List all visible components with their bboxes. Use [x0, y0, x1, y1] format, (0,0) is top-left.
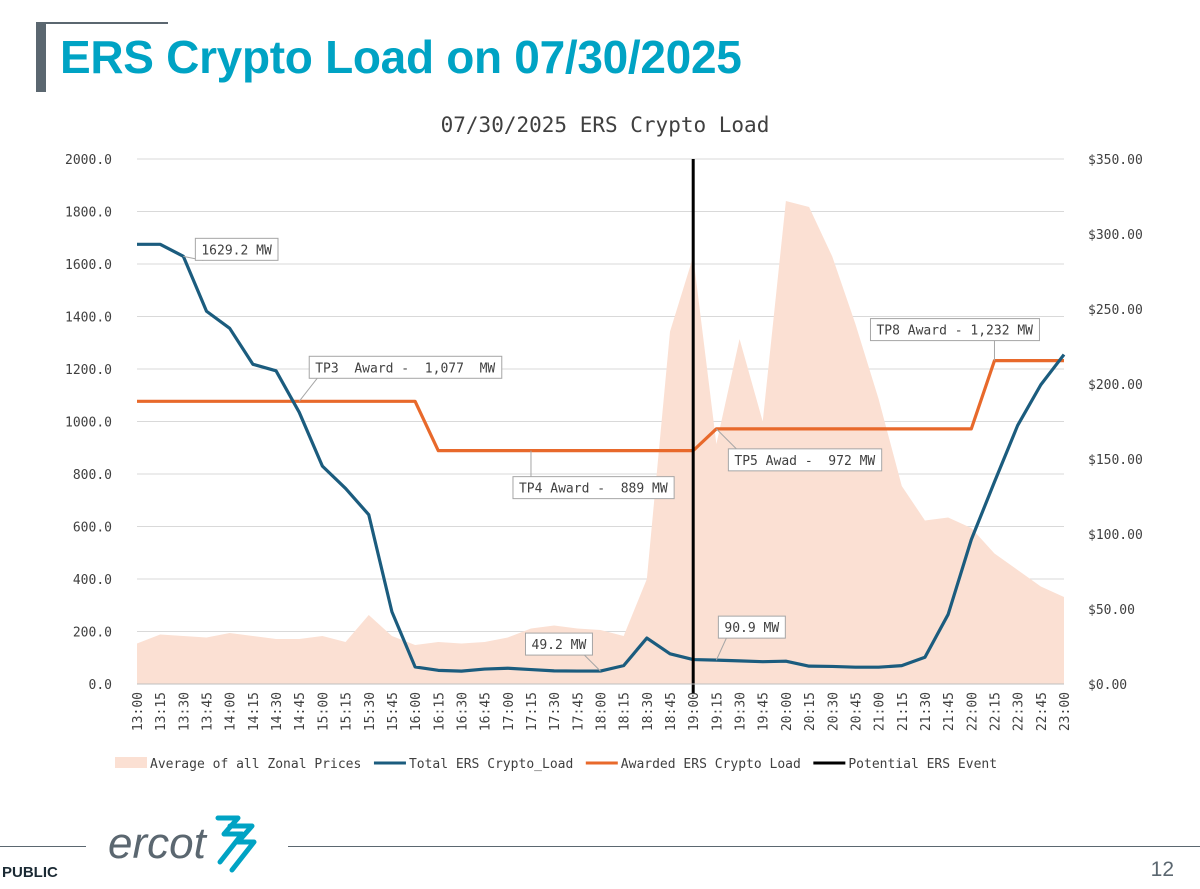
y-left-tick-label: 2000.0: [65, 153, 112, 168]
legend-label: Average of all Zonal Prices: [150, 757, 361, 772]
y-left-tick-label: 800.0: [73, 468, 112, 483]
x-tick-label: 19:30: [734, 692, 749, 731]
x-tick-label: 15:45: [386, 692, 401, 731]
x-tick-label: 16:45: [479, 692, 494, 731]
ercot-logo: ercot: [108, 815, 257, 873]
x-tick-label: 18:45: [664, 692, 679, 731]
x-tick-label: 19:45: [757, 692, 772, 731]
chart-title: 07/30/2025 ERS Crypto Load: [441, 113, 770, 137]
x-tick-label: 19:00: [687, 692, 702, 731]
y-right-tick-label: $100.00: [1088, 528, 1143, 543]
footer-rule-right: [288, 846, 1200, 847]
ers-crypto-load-chart: 07/30/2025 ERS Crypto Load 0.0 200.0 400.0 6…: [65, 113, 1143, 772]
x-tick-label: 13:15: [154, 692, 169, 731]
y-left-tick-label: 1400.0: [65, 311, 112, 326]
y-left-tick-label: 1000.0: [65, 416, 112, 431]
x-tick-label: 13:45: [201, 692, 216, 731]
legend-swatch: [115, 757, 147, 768]
y-left-tick-label: 200.0: [73, 626, 112, 641]
x-tick-label: 15:00: [316, 692, 331, 731]
annotation-leader: [584, 654, 601, 672]
annotation-leader: [716, 428, 737, 450]
x-tick-label: 20:45: [849, 692, 864, 731]
y-right-tick-label: $0.00: [1088, 678, 1127, 693]
y-left-tick-label: 1200.0: [65, 363, 112, 378]
x-tick-label: 19:15: [710, 692, 725, 731]
ercot-logo-text: ercot: [108, 819, 208, 868]
title-accent-bar: [36, 22, 46, 92]
annotation-box: [727, 448, 883, 472]
x-tick-label: 22:45: [1035, 692, 1050, 731]
y-right-tick-label: $300.00: [1088, 228, 1143, 243]
area-series-zonal-prices: [137, 201, 1064, 684]
x-tick-label: 20:30: [826, 692, 841, 731]
x-tick-label: 17:45: [571, 692, 586, 731]
annotation-label: TP3 Award - 1,077 MW: [315, 361, 495, 376]
legend-label: Potential ERS Event: [848, 757, 997, 772]
annotation-box: [308, 355, 503, 379]
x-tick-label: 21:45: [942, 692, 957, 731]
annotation-box: [717, 615, 786, 639]
x-tick-label: 15:30: [363, 692, 378, 731]
annotation-label: TP4 Award - 889 MW: [519, 482, 668, 497]
x-tick-label: 21:00: [873, 692, 888, 731]
legend-label: Awarded ERS Crypto Load: [621, 757, 801, 772]
slide-title: ERS Crypto Load on 07/30/2025: [60, 31, 742, 83]
annotation-label: 1629.2 MW: [201, 243, 272, 258]
title-rule: [46, 22, 168, 24]
annotation-label: 90.9 MW: [724, 621, 779, 636]
x-tick-label: 17:15: [525, 692, 540, 731]
x-tick-label: 18:15: [618, 692, 633, 731]
footer-rule-left: [0, 846, 86, 847]
x-tick-label: 13:30: [177, 692, 192, 731]
x-tick-label: 17:30: [548, 692, 563, 731]
x-tick-label: 21:30: [919, 692, 934, 731]
y-left-tick-label: 0.0: [89, 678, 112, 693]
y-right-tick-label: $150.00: [1088, 453, 1143, 468]
y-right-tick-label: $50.00: [1088, 603, 1135, 618]
x-tick-label: 18:00: [595, 692, 610, 731]
annotation-label: 49.2 MW: [532, 638, 587, 653]
x-tick-label: 14:45: [293, 692, 308, 731]
annotation-label: TP8 Award - 1,232 MW: [876, 324, 1033, 339]
y-left-tick-label: 1800.0: [65, 206, 112, 221]
annotation-box: [512, 476, 675, 500]
x-tick-label: 18:30: [641, 692, 656, 731]
legend-label: Total ERS Crypto_Load: [409, 757, 573, 772]
x-tick-label: 14:00: [224, 692, 239, 731]
public-label: PUBLIC: [2, 864, 58, 881]
x-tick-label: 14:30: [270, 692, 285, 731]
annotation-box: [869, 318, 1040, 342]
x-tick-label: 22:30: [1012, 692, 1027, 731]
x-tick-label: 20:15: [803, 692, 818, 731]
x-tick-label: 14:15: [247, 692, 262, 731]
y-right-tick-label: $350.00: [1088, 153, 1143, 168]
annotation-leader: [298, 377, 318, 402]
x-tick-label: 20:00: [780, 692, 795, 731]
x-tick-label: 21:15: [896, 692, 911, 731]
x-tick-label: 16:30: [455, 692, 470, 731]
annotation-box: [525, 632, 593, 656]
x-tick-label: 22:15: [988, 692, 1003, 731]
annotation-box: [194, 237, 279, 261]
y-left-tick-label: 1600.0: [65, 258, 112, 273]
page-number: 12: [1150, 858, 1174, 881]
y-left-tick-label: 600.0: [73, 521, 112, 536]
x-tick-label: 13:00: [131, 692, 146, 731]
annotation-label: TP5 Awad - 972 MW: [734, 454, 875, 469]
y-right-tick-label: $250.00: [1088, 303, 1143, 318]
ercot-logo-mark: [215, 815, 257, 873]
x-tick-label: 22:00: [965, 692, 980, 731]
x-tick-label: 15:15: [340, 692, 355, 731]
annotation-leader: [715, 637, 727, 661]
x-tick-label: 17:00: [502, 692, 517, 731]
y-left-tick-label: 400.0: [73, 573, 112, 588]
y-right-tick-label: $200.00: [1088, 378, 1143, 393]
x-tick-label: 16:15: [432, 692, 447, 731]
x-tick-label: 23:00: [1058, 692, 1073, 731]
x-tick-label: 16:00: [409, 692, 424, 731]
